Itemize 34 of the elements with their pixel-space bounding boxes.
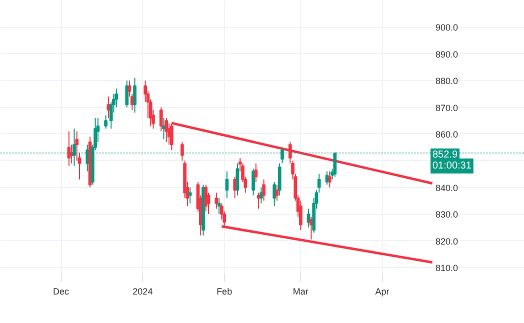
candlestick	[225, 170, 229, 199]
candlestick	[204, 184, 208, 212]
ref-line-label: 852.9	[432, 149, 458, 160]
candlestick	[328, 170, 332, 188]
candlestick	[278, 162, 282, 196]
x-tick-label: Dec	[53, 286, 70, 296]
candlestick	[125, 80, 129, 108]
candlestick	[275, 184, 279, 202]
x-tick-label: Apr	[375, 286, 390, 296]
candlestick	[188, 186, 192, 204]
y-tick-label: 900.0	[436, 22, 458, 33]
x-tick-label: Feb	[216, 286, 232, 296]
candlestick	[217, 198, 221, 215]
y-tick-label: 810.0	[436, 262, 458, 273]
y-tick-label: 860.0	[436, 129, 458, 140]
y-tick-label: 880.0	[436, 76, 458, 86]
x-tick-label: Mar	[292, 286, 308, 296]
candlestick	[214, 192, 218, 210]
y-tick-label: 830.0	[436, 210, 458, 220]
annotation: 01:00:31	[432, 160, 472, 172]
y-tick-label: 870.0	[436, 102, 458, 113]
y-tick-label: 820.0	[436, 236, 458, 246]
candlestick	[180, 142, 184, 162]
candlestick	[260, 186, 263, 204]
candlestick	[254, 162, 258, 183]
candlestick	[252, 168, 255, 196]
candlestick	[104, 114, 108, 130]
candlestick	[272, 182, 276, 207]
candlestick	[262, 178, 266, 202]
candlestick	[133, 77, 136, 114]
x-tick-label: 2024	[132, 286, 153, 296]
y-tick-label: 840.0	[436, 182, 458, 193]
candlestick	[236, 162, 240, 196]
y-tick-label: 890.0	[436, 49, 458, 60]
